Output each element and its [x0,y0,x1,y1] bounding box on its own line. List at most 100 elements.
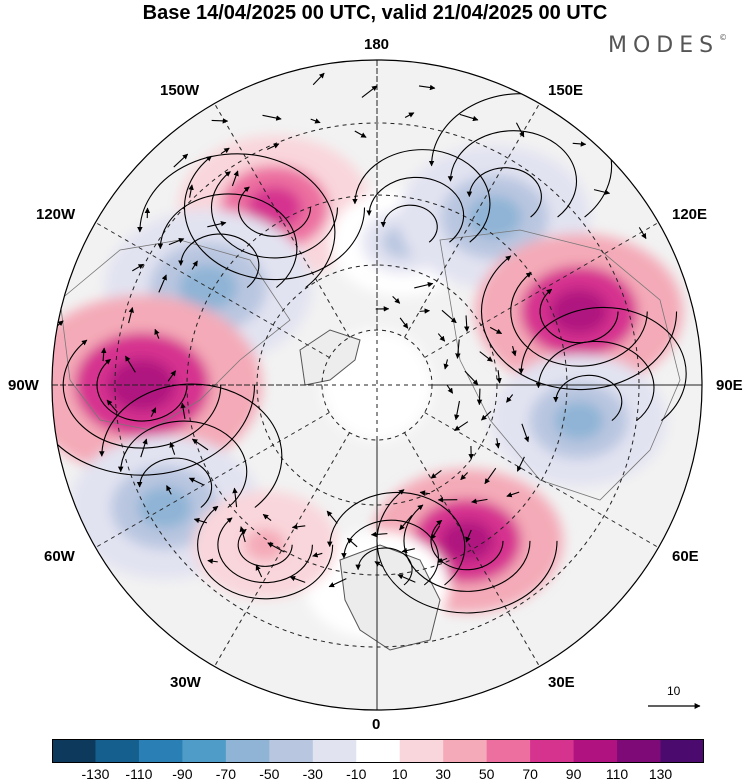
streamline [157,193,298,288]
colorbar-tick-label: -70 [215,766,236,782]
longitude-label-90e: 90E [716,377,743,394]
meridian-line [424,412,659,548]
wind-vector [106,399,118,413]
wind-vector [471,498,488,504]
polar-map [51,59,703,711]
wind-vector [169,441,176,455]
wind-vector [354,130,367,138]
anomaly-core [467,196,522,239]
streamline [96,358,188,422]
wind-vector [511,345,517,357]
wind-vector [191,260,198,270]
longitude-label-120w: 120W [36,206,76,223]
wind-vector [289,575,306,583]
streamline [137,153,336,288]
wind-vector [496,370,502,384]
wind-vector [291,524,306,530]
streamline [447,130,577,218]
wind-vector [370,531,388,538]
streamline [52,320,256,476]
colorbar-segment [182,739,227,763]
wind-vector [392,295,401,304]
colorbar-segment [660,739,704,763]
longitude-label-60w: 60W [44,548,75,565]
wind-vector [481,410,492,421]
streamline [553,374,623,422]
wind-vector [266,143,280,150]
wind-vector [506,491,520,498]
streamline [510,272,648,367]
colorbar-segment [356,739,401,763]
colorbar-segment [95,739,140,763]
colorbar-tick-label: -30 [302,766,323,782]
wind-vector [150,407,157,417]
wind-vector [262,513,272,521]
wind-vector [193,517,207,524]
wind-vector [158,274,167,293]
wind-vector [454,400,460,421]
wind-vector [465,529,472,543]
colorbar-segment [617,739,662,763]
wind-vector [101,347,107,362]
streamline [403,504,531,592]
wind-vector [460,472,469,481]
wind-vector [455,339,461,359]
streamline [237,186,312,237]
wind-vector [494,438,501,449]
streamline [237,528,293,567]
wind-vector [515,122,525,138]
wind-vector [168,238,185,246]
streamline [183,155,366,281]
colorbar-tick-label: 110 [605,766,629,782]
meridian-line [95,222,330,358]
streamline [99,383,283,508]
wind-vector [232,487,238,508]
streamline [518,306,687,422]
wind-vector [220,147,230,155]
meridian-line [404,103,540,338]
europe-outline [339,544,441,651]
wind-vector [572,141,587,147]
wind-vector [173,153,189,168]
colorbar-tick-label: -10 [346,766,367,782]
wind-vector [397,574,416,583]
wind-vector [188,477,205,486]
colorbar-tick-label: 30 [435,766,451,782]
colorbar-tick-label: 130 [648,766,673,782]
wind-vector [459,113,479,122]
wind-vector [207,221,227,228]
streamline [535,340,655,422]
wind-vector [167,370,177,382]
wind-vector [399,515,413,531]
streamline [197,505,334,600]
wind-vector [418,84,436,91]
brand-name: MODES [608,33,720,58]
colorbar-segment [269,739,314,763]
colorbar-segment [138,739,183,763]
wind-vector [476,388,483,406]
longitude-label-90w: 90W [8,377,39,394]
wind-vector [361,85,378,98]
anomaly-core [554,401,604,440]
streamline [210,171,339,259]
colorbar-segment [399,739,444,763]
wind-vector [437,557,448,563]
longitude-label-60e: 60E [672,548,699,565]
brand-mark: © [719,33,728,42]
wind-vector [239,526,246,543]
wind-vector [211,118,229,124]
anomaly-core [549,288,609,335]
wind-vector [128,307,134,324]
colorbar-segment [443,739,488,763]
wind-vector [312,72,325,86]
wind-vector [180,402,186,419]
wind-vector [326,510,338,524]
wind-vector [231,170,239,187]
colorbar-tick-label: 50 [478,766,495,782]
meridian-line [95,412,330,548]
wind-vector [464,370,479,386]
meridian-line [214,432,350,667]
colorbar-segment [225,739,270,763]
meridian-line [404,432,540,667]
wind-vector [328,578,347,588]
